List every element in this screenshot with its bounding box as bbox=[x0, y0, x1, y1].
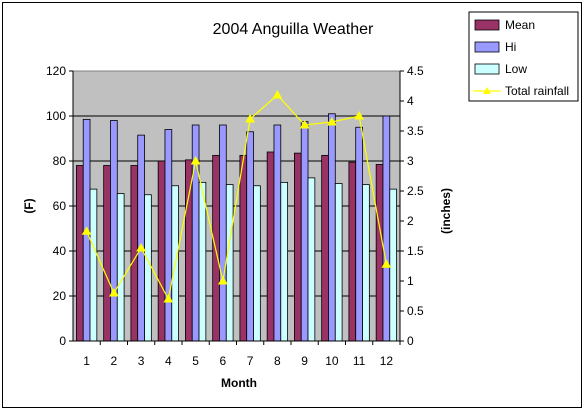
rainfall-point bbox=[163, 293, 174, 303]
rainfall-point bbox=[354, 110, 364, 120]
y-tick-label: 120 bbox=[46, 64, 66, 78]
bar-hi bbox=[382, 115, 391, 342]
legend-marker-total-rainfall bbox=[483, 87, 491, 94]
bar-mean bbox=[212, 154, 220, 342]
bar-low bbox=[280, 181, 288, 342]
y2-axis-label: (inches) bbox=[439, 188, 453, 234]
x-tick-label: 4 bbox=[165, 354, 172, 368]
bar-low bbox=[89, 188, 98, 342]
rainfall-line-series bbox=[81, 89, 392, 303]
bar-mean bbox=[239, 154, 248, 342]
y2-tick-label: 0 bbox=[407, 334, 414, 348]
y2-tick-label: 2 bbox=[407, 214, 414, 228]
rainfall-point bbox=[272, 89, 283, 99]
bar-mean bbox=[375, 163, 384, 342]
x-tick-label: 1 bbox=[83, 354, 90, 368]
x-tick-label: 12 bbox=[380, 354, 394, 368]
y-tick-label: 60 bbox=[53, 199, 67, 213]
rainfall-line bbox=[86, 94, 387, 301]
y2-tick-label: 1 bbox=[407, 274, 414, 288]
bar-hi bbox=[110, 120, 118, 342]
bar-low bbox=[116, 193, 125, 342]
bar-mean bbox=[76, 165, 84, 342]
bar-low bbox=[225, 184, 234, 342]
x-tick-label: 2 bbox=[111, 354, 118, 368]
y-tick-label: 20 bbox=[53, 289, 67, 303]
bar-low bbox=[198, 181, 207, 342]
legend-swatch-low bbox=[474, 63, 500, 75]
bar-mean bbox=[185, 159, 193, 342]
bar-low bbox=[362, 184, 370, 342]
x-tick-label: 8 bbox=[274, 354, 281, 368]
bar-hi bbox=[300, 121, 309, 342]
bar-hi bbox=[273, 124, 282, 342]
gridlines bbox=[73, 115, 400, 297]
bar-hi bbox=[328, 113, 336, 342]
y-tick-label: 100 bbox=[46, 109, 66, 123]
y-tick-label: 40 bbox=[53, 244, 67, 258]
legend-label-mean: Mean bbox=[505, 18, 535, 32]
x-tick-label: 5 bbox=[192, 354, 199, 368]
bar-low bbox=[389, 188, 397, 342]
bar-mean bbox=[266, 151, 275, 342]
y2-tick-label: 3 bbox=[407, 154, 414, 168]
bar-hi bbox=[164, 129, 173, 342]
rainfall-point bbox=[136, 242, 146, 252]
y-tick-label: 80 bbox=[53, 154, 67, 168]
legend-swatch-mean bbox=[474, 19, 500, 31]
bar-mean bbox=[294, 152, 302, 342]
bar-hi bbox=[246, 131, 254, 342]
x-axis-label: Month bbox=[221, 376, 257, 390]
bar-mean bbox=[321, 154, 329, 342]
bar-mean bbox=[103, 165, 111, 342]
y2-tick-label: 2.5 bbox=[407, 184, 424, 198]
rainfall-point bbox=[299, 119, 310, 129]
bar-hi bbox=[219, 124, 227, 342]
chart-frame: 2004 Anguilla Weather 0 20 40 60 80 100 120 0 0.… bbox=[2, 2, 582, 408]
y2-tick-label: 1.5 bbox=[407, 244, 424, 258]
x-tick-label: 10 bbox=[325, 354, 339, 368]
rainfall-point bbox=[218, 275, 228, 285]
x-tick-label: 11 bbox=[353, 354, 366, 368]
bar-hi bbox=[355, 126, 363, 342]
bar-mean bbox=[348, 161, 357, 342]
chart: 2004 Anguilla Weather 0 20 40 60 80 100 120 0 0.… bbox=[22, 11, 579, 390]
legend-swatch-hi bbox=[474, 41, 500, 53]
rainfall-point bbox=[327, 116, 337, 126]
y2-tick-label: 0.5 bbox=[407, 304, 424, 318]
y-tick-label: 0 bbox=[59, 334, 66, 348]
y-axis-label: (F) bbox=[22, 198, 36, 213]
legend-label-total-rainfall: Total rainfall bbox=[505, 84, 569, 98]
y2-tick-label: 3.5 bbox=[407, 124, 424, 138]
x-tick-label: 7 bbox=[247, 354, 254, 368]
x-tick-label: 6 bbox=[220, 354, 227, 368]
x-tick-label: 3 bbox=[138, 354, 145, 368]
rainfall-point bbox=[190, 155, 201, 165]
bar-low bbox=[334, 183, 343, 342]
y2-tick-label: 4 bbox=[407, 94, 414, 108]
rainfall-point bbox=[381, 259, 392, 268]
bar-low bbox=[307, 177, 316, 342]
chart-title: 2004 Anguilla Weather bbox=[213, 21, 374, 38]
y2-tick-label: 4.5 bbox=[407, 64, 424, 78]
rainfall-point bbox=[81, 226, 92, 235]
x-tick-label: 9 bbox=[301, 354, 308, 368]
rainfall-point bbox=[109, 287, 119, 297]
legend-label-low: Low bbox=[505, 62, 527, 76]
bar-low bbox=[144, 194, 152, 342]
rainfall-point bbox=[245, 113, 255, 123]
bar-mean bbox=[157, 160, 166, 342]
legend-label-hi: Hi bbox=[505, 40, 516, 54]
bar-hi bbox=[137, 134, 145, 342]
bar-low bbox=[253, 185, 261, 342]
legend: Mean Hi Low Total rainfall bbox=[468, 11, 579, 102]
bar-mean bbox=[130, 165, 139, 342]
